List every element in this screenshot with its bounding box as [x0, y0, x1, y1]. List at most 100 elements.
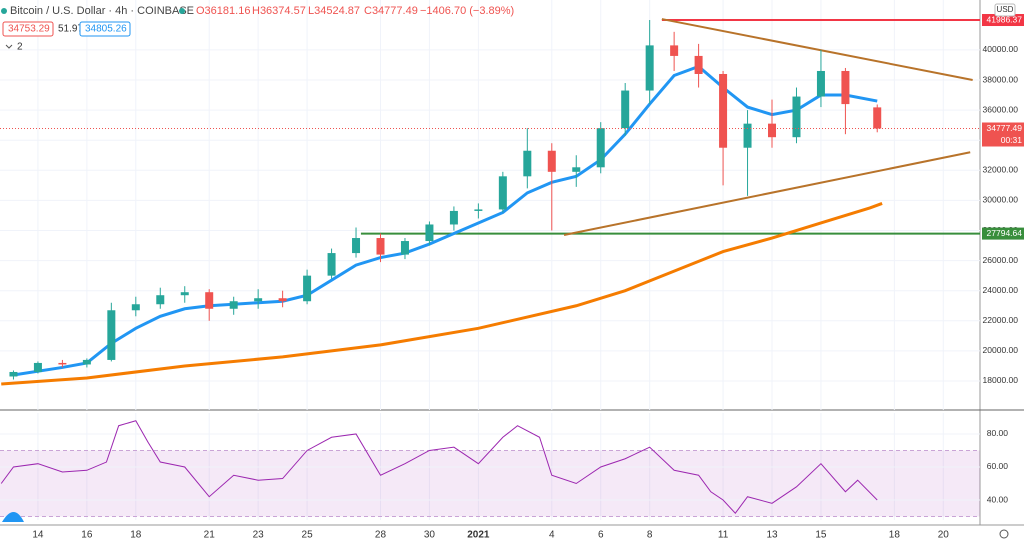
ask-box[interactable]: [79, 21, 131, 37]
x-tick-label: 13: [766, 530, 778, 541]
candle-body: [596, 128, 605, 168]
candle-body: [768, 123, 777, 138]
x-tick-label: 18: [130, 530, 142, 541]
x-tick-label: 30: [424, 530, 436, 541]
candle-body: [645, 45, 654, 91]
x-tick-label: 21: [204, 530, 216, 541]
candle-body: [816, 70, 825, 97]
candle-body: [229, 301, 238, 309]
candle-body: [572, 167, 581, 172]
x-tick-label: 18: [889, 530, 901, 541]
y-tick-label: 38000.00: [983, 74, 1019, 84]
candle-body: [107, 310, 116, 360]
candle-body: [425, 224, 434, 242]
last-price-label: 34777.49: [987, 123, 1023, 133]
moving-average: [13, 64, 878, 377]
x-tick-label: 23: [253, 530, 265, 541]
x-tick-label: 25: [302, 530, 314, 541]
candle-body: [327, 253, 336, 276]
x-tick-label: 14: [32, 530, 44, 541]
candle-body: [254, 298, 263, 302]
ask-price: 34805.26: [85, 24, 127, 35]
rsi-tick-label: 60.00: [987, 461, 1009, 471]
candle-body: [792, 96, 801, 138]
rsi-line: [0, 420, 878, 515]
x-tick-label: 8: [647, 530, 653, 541]
candle-body: [400, 241, 409, 255]
candle-body: [719, 73, 728, 148]
candle-body: [205, 292, 214, 309]
currency-box[interactable]: [994, 3, 1016, 17]
candle-body: [33, 362, 42, 372]
bid-price: 34753.29: [8, 24, 50, 35]
candle-body: [670, 45, 679, 56]
y-tick-label: 40000.00: [983, 44, 1019, 54]
last-price-bg: [982, 122, 1024, 147]
y-tick-label: 18000.00: [983, 375, 1019, 385]
candle-body: [156, 295, 165, 305]
collapse-icon[interactable]: [5, 44, 13, 49]
ohlc-change: −1406.70 (−3.89%): [420, 5, 514, 17]
candle-body: [743, 123, 752, 148]
candle-body: [694, 55, 703, 74]
x-tick-label: 4: [549, 530, 555, 541]
x-tick-label: 20: [938, 530, 950, 541]
candle-body: [841, 70, 850, 105]
candle-body: [131, 304, 140, 311]
candle-body: [449, 210, 458, 225]
candle-body: [58, 362, 67, 365]
rsi-band: [0, 450, 980, 517]
ohlc-close: C34777.49: [364, 5, 418, 17]
spread: 51.97: [58, 24, 83, 35]
candle-body: [180, 292, 189, 296]
candle-body: [376, 238, 385, 255]
y-tick-label: 22000.00: [983, 315, 1019, 325]
x-tick-label: 15: [815, 530, 827, 541]
moving-average: [1, 202, 883, 386]
rsi-tick-label: 40.00: [987, 494, 1009, 504]
x-tick-label: 11: [718, 530, 729, 541]
trendline: [563, 151, 971, 236]
status-dot: [1, 8, 7, 14]
candle-body: [547, 150, 556, 172]
candle-body: [498, 176, 507, 210]
candle-body: [474, 209, 483, 211]
candle-body: [621, 90, 630, 129]
y-tick-label: 26000.00: [983, 255, 1019, 265]
level-label-bg: [982, 14, 1024, 27]
x-tick-label: 16: [81, 530, 93, 541]
currency: USD: [997, 5, 1014, 14]
trendline: [661, 18, 973, 81]
candle-body: [352, 238, 361, 254]
candle-body: [278, 298, 287, 302]
logo: [2, 512, 24, 522]
y-tick-label: 32000.00: [983, 165, 1019, 175]
level-label: 41986.37: [987, 14, 1023, 24]
candle-body: [873, 107, 882, 129]
y-tick-label: 30000.00: [983, 195, 1019, 205]
indicator-count: 2: [17, 42, 23, 53]
chart-title: Bitcoin / U.S. Dollar · 4h · COINBASE: [10, 5, 194, 17]
y-tick-label: 36000.00: [983, 104, 1019, 114]
y-tick-label: 24000.00: [983, 285, 1019, 295]
ohlc-low: L34524.87: [308, 5, 360, 17]
bid-box[interactable]: [2, 21, 54, 37]
ohlc-open: O36181.16: [196, 5, 250, 17]
y-tick-label: 20000.00: [983, 345, 1019, 355]
candle-body: [82, 359, 91, 365]
x-tick-label: 28: [375, 530, 387, 541]
candle-body: [523, 150, 532, 177]
candle-body: [303, 275, 312, 302]
level-label-bg: [982, 227, 1024, 240]
level-label: 27794.64: [987, 228, 1023, 238]
ohlc-high: H36374.57: [252, 5, 306, 17]
settings-icon[interactable]: [999, 529, 1009, 539]
overlay: Bitcoin / U.S. Dollar · 4h · COINBASE O3…: [1, 3, 1016, 539]
status-dot: [179, 8, 185, 14]
x-tick-label: 2021: [467, 530, 490, 541]
countdown: 00:31: [1001, 135, 1023, 145]
candle-body: [9, 371, 18, 377]
